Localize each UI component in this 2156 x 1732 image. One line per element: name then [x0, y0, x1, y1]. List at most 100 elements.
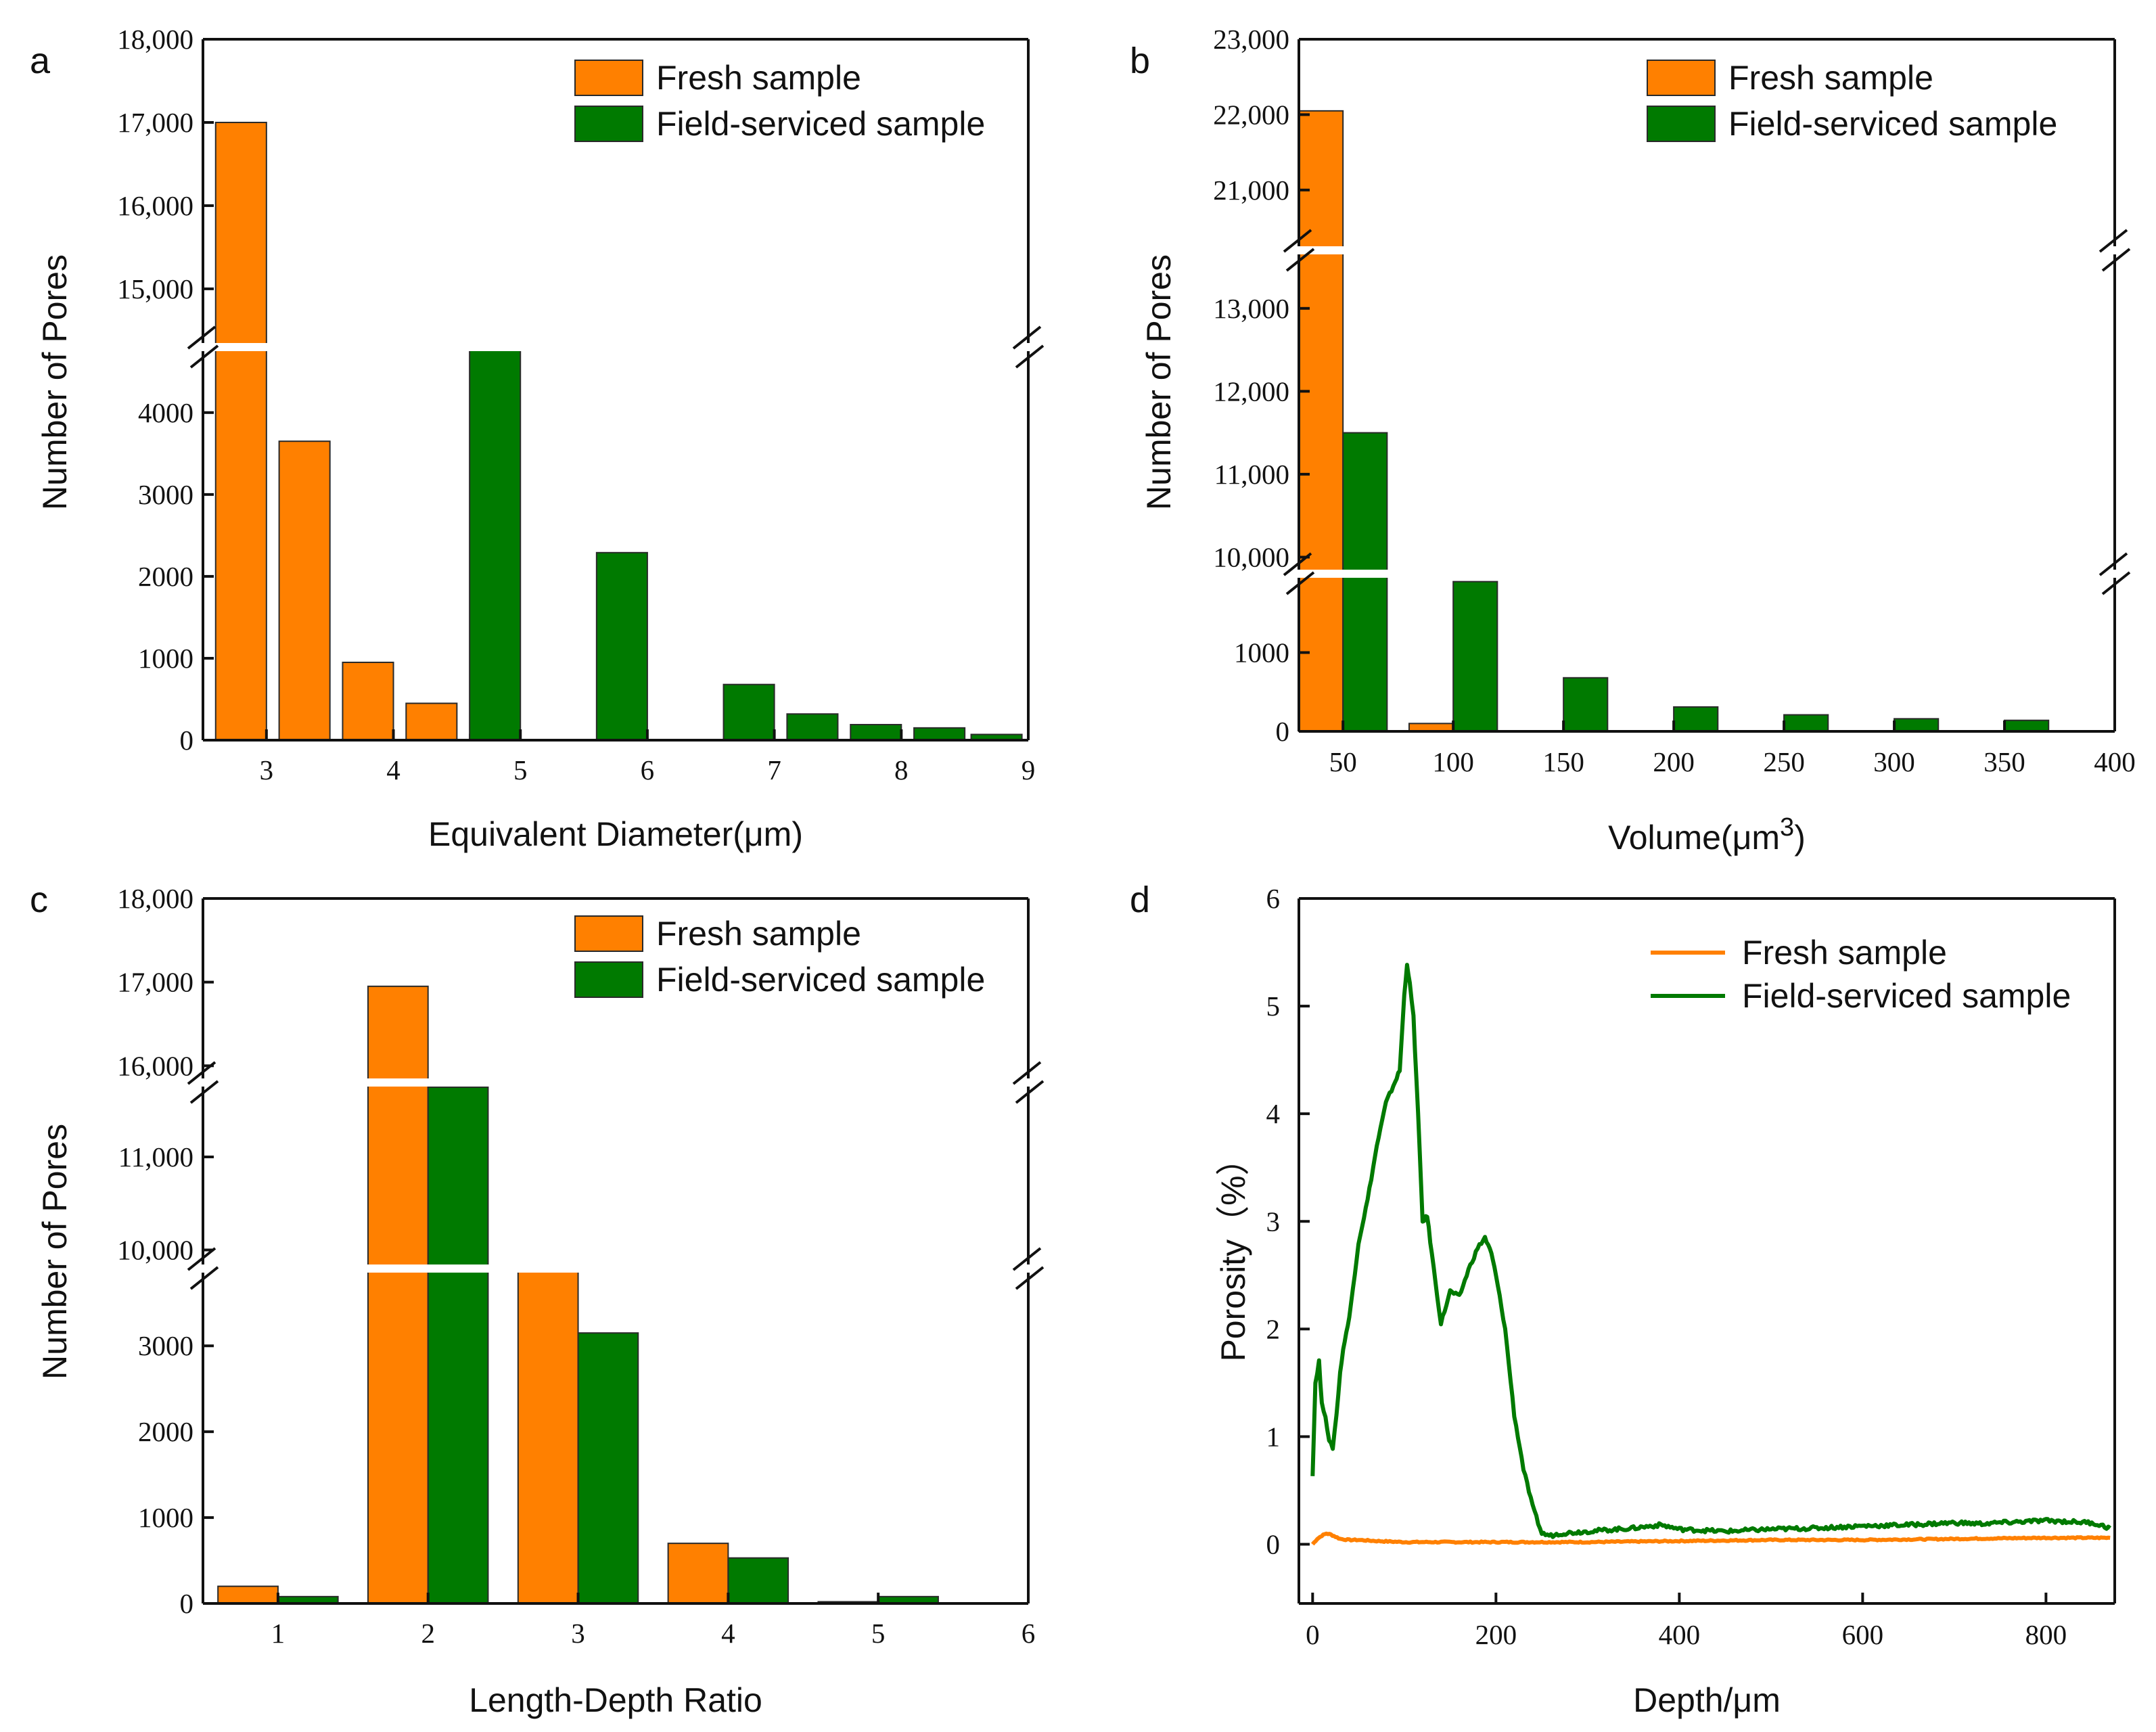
bar-field-2: [577, 1332, 639, 1604]
x-tick-label: 150: [1542, 746, 1584, 777]
legend-swatch-fresh: [574, 915, 643, 952]
break-mask-1-1: [1015, 1078, 1042, 1087]
y-tick-label: 3: [1266, 1206, 1281, 1237]
panel-letter: c: [30, 880, 48, 920]
y-tick-label: 18,000: [117, 24, 193, 55]
x-tick-label: 6: [1022, 1618, 1036, 1649]
series-line-fresh: [1310, 1531, 2111, 1546]
bar-field-1: [595, 551, 648, 741]
legend-label-fresh: Fresh sample: [1742, 934, 1947, 972]
x-tick-label: 100: [1432, 746, 1474, 777]
x-tick-label: 200: [1653, 746, 1695, 777]
bar-fresh-2: [517, 1268, 579, 1604]
bar-field-6: [2004, 719, 2050, 732]
legend: Fresh sample Field-serviced sample: [1651, 934, 2071, 1015]
panel-a: 0 1000 2000 3000 4000 15,000 16,000 17,000 18,00…: [30, 24, 1045, 853]
x-axis-title: Length-Depth Ratio: [469, 1681, 762, 1719]
y-tick-label: 0: [1276, 716, 1290, 747]
y-tick-label: 0: [180, 1588, 194, 1619]
break-mask-0-1: [2101, 570, 2128, 578]
y-tick-label: 22,000: [1213, 99, 1289, 130]
break-mark: [1015, 344, 1045, 369]
panel-c: 0 1000 2000 3000 10,000 11,000 16,000 17,000 18,…: [30, 880, 1045, 1719]
y-tick-label: 16,000: [117, 190, 193, 221]
y-tick-label: 23,000: [1213, 24, 1289, 55]
bar-field-3: [727, 1557, 789, 1604]
break-mask-0-0: [1285, 570, 1312, 578]
break-mark: [1015, 1266, 1045, 1290]
legend-swatch-field: [574, 961, 643, 998]
y-tick-label: 10,000: [117, 1235, 193, 1266]
legend-swatch-field: [574, 106, 643, 142]
x-tick-label: 800: [2025, 1619, 2067, 1650]
y-tick-label: 0: [180, 725, 194, 756]
break-mark: [2098, 229, 2128, 253]
panel-b: 0 1000 10,000 11,000 12,000 13,000 21,000 22,00…: [1130, 24, 2136, 857]
break-mask-1-1: [2101, 246, 2128, 254]
y-tick-label: 4: [1266, 1098, 1281, 1129]
legend-swatch-fresh: [1647, 60, 1716, 96]
y-tick-label: 18,000: [117, 883, 193, 914]
legend-label-fresh: Fresh sample: [1728, 59, 1933, 97]
break-mask-1-0: [189, 1078, 216, 1087]
break-mark: [1012, 325, 1042, 350]
y-tick-label: 1: [1266, 1421, 1281, 1452]
bar-fresh-0: [214, 121, 267, 742]
break-mask-0-1: [1015, 1264, 1042, 1273]
legend-label-fresh: Fresh sample: [656, 59, 861, 97]
x-tick-label: 8: [894, 754, 909, 785]
panel-letter: d: [1130, 880, 1150, 920]
axis-break-gap-0: [1301, 570, 2113, 578]
legend: Fresh sample Field-serviced sample: [574, 915, 985, 999]
y-tick-label: 4000: [138, 397, 193, 428]
y-tick-label: 12,000: [1213, 375, 1289, 407]
y-tick-label: 1000: [138, 643, 193, 674]
y-axis-title: Number of Pores: [1140, 254, 1178, 510]
break-mask-0-1: [1015, 343, 1042, 351]
bar-field-3: [1673, 706, 1719, 733]
break-mark: [189, 344, 219, 369]
panel-letter: a: [30, 41, 51, 81]
legend-label-fresh: Fresh sample: [656, 915, 861, 953]
x-tick-label: 250: [1763, 746, 1805, 777]
bar-field-4: [1783, 714, 1829, 733]
y-tick-label: 3000: [138, 479, 193, 510]
y-tick-label: 11,000: [1214, 459, 1289, 490]
y-tick-label: 6: [1266, 883, 1281, 914]
y-axis-title: Number of Pores: [36, 1124, 74, 1380]
legend-label-field: Field-serviced sample: [656, 105, 985, 143]
y-tick-label: 3000: [138, 1330, 193, 1361]
break-mask-0-0: [189, 343, 216, 351]
break-mark: [2098, 552, 2128, 576]
legend-swatch-field: [1647, 106, 1716, 142]
y-tick-label: 11,000: [118, 1141, 193, 1172]
x-axis-title-end: ): [1794, 819, 1806, 857]
x-tick-label: 5: [513, 754, 528, 785]
y-tick-label: 0: [1266, 1529, 1281, 1560]
x-tick-label: 2: [421, 1618, 435, 1649]
break-mark: [187, 325, 216, 350]
x-tick-label: 4: [386, 754, 400, 785]
x-axis-title: Volume(μm3): [1608, 813, 1806, 857]
bar-field-1: [1452, 580, 1498, 733]
y-tick-label: 2: [1266, 1313, 1281, 1344]
legend-swatch-fresh: [574, 60, 643, 96]
y-tick-label: 1000: [1234, 637, 1289, 668]
x-tick-label: 7: [767, 754, 781, 785]
axis-break-gap-1: [1301, 246, 2113, 254]
bar-fresh-0: [217, 1585, 279, 1605]
y-tick-label: 2000: [138, 1416, 193, 1447]
y-tick-label: 5: [1266, 990, 1281, 1022]
y-tick-label: 17,000: [117, 107, 193, 138]
break-mark: [1012, 1247, 1042, 1271]
bar-field-2: [723, 683, 775, 741]
x-tick-label: 350: [1983, 746, 2025, 777]
bar-field-1: [427, 1086, 489, 1604]
bar-fresh-0: [1298, 110, 1344, 733]
y-axis-title: Number of Pores: [36, 254, 74, 510]
bar-field-2: [1563, 677, 1609, 733]
y-tick-label: 1000: [138, 1502, 193, 1533]
x-tick-label: 0: [1306, 1619, 1320, 1650]
break-mark: [1012, 1061, 1042, 1085]
